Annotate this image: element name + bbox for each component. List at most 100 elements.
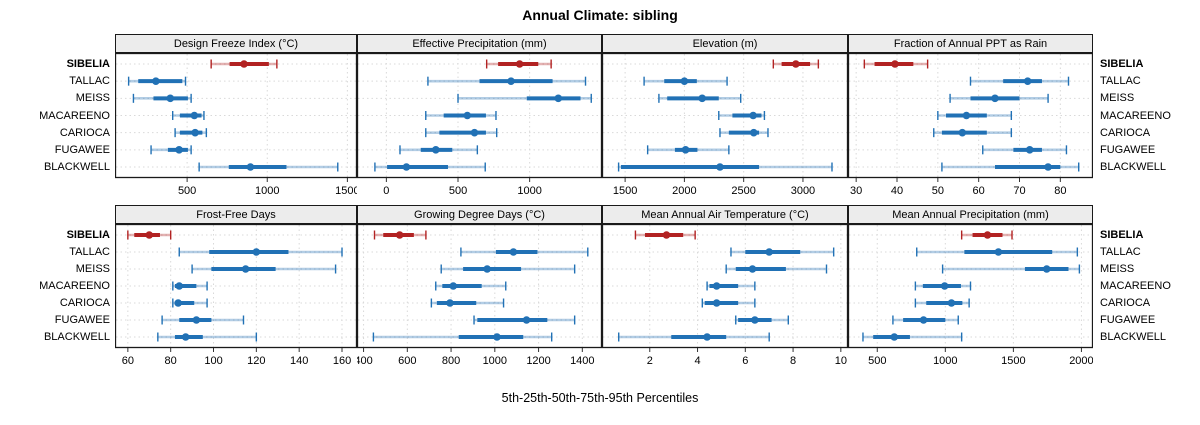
median-dot	[703, 333, 711, 341]
axis-tick-label: 500	[449, 185, 467, 197]
median-dot	[698, 94, 706, 103]
median-dot	[680, 77, 689, 85]
median-dot	[446, 299, 454, 307]
axis-tick-label: 2000	[672, 185, 696, 197]
site-label-blackwell: BLACKWELL	[1100, 161, 1167, 173]
axis-tick-label: 1200	[526, 355, 550, 367]
axis-tick-label: 70	[1013, 185, 1025, 197]
site-label-macareeno: MACAREENO	[39, 109, 110, 122]
panel-border	[115, 53, 357, 179]
axis-tick-label: 600	[398, 355, 416, 367]
panel-frost-free-days: Frost-Free Days 60 80 100 120 140 160	[115, 205, 357, 367]
axis-tick-label: 60	[122, 355, 134, 367]
panel-strip: Growing Degree Days (°C)	[357, 205, 602, 224]
panel-svg: 400 600 800 1000 1200 1400	[357, 224, 602, 367]
panel-strip: Mean Annual Precipitation (mm)	[848, 205, 1093, 224]
panel-strip: Effective Precipitation (mm)	[357, 34, 602, 53]
axis-tick-label: 100	[204, 355, 222, 367]
median-dot	[395, 231, 404, 239]
axis-tick-label: 1000	[483, 355, 507, 367]
panel-effective-precipitation: Effective Precipitation (mm) 0 500 1000	[357, 34, 602, 197]
median-dot	[175, 282, 184, 290]
median-dot	[449, 282, 458, 290]
panel-border	[357, 53, 602, 179]
median-dot	[919, 316, 928, 324]
panel-border	[357, 224, 602, 349]
panel-svg: 30 40 50 60 70 80	[848, 53, 1093, 197]
median-dot	[175, 146, 183, 154]
median-dot	[145, 231, 154, 239]
panel-plot-area: 0 500 1000	[357, 53, 602, 197]
axis-tick-label: 2500	[731, 185, 755, 197]
median-dot	[681, 146, 690, 154]
panel-mean-annual-air-temperature: Mean Annual Air Temperature (°C) 2 4 6 8 10	[602, 205, 848, 367]
median-dot	[662, 231, 671, 239]
median-dot	[470, 128, 479, 137]
median-dot	[792, 60, 800, 68]
axis-tick-label: 140	[290, 355, 308, 367]
median-dot	[983, 231, 992, 239]
median-dot	[509, 248, 518, 256]
panel-plot-area: 2 4 6 8 10	[602, 224, 848, 367]
panel-strip: Fraction of Annual PPT as Rain	[848, 34, 1093, 53]
panel-strip: Frost-Free Days	[115, 205, 357, 224]
axis-tick-label: 500	[178, 185, 196, 197]
median-dot	[181, 333, 190, 341]
site-label-sibelia: SIBELIA	[1100, 229, 1144, 241]
median-dot	[166, 94, 175, 103]
axis-tick-label: 8	[790, 355, 796, 367]
median-dot	[1025, 146, 1034, 154]
site-label-meiss: MEISS	[1100, 263, 1135, 275]
panel-plot-area: 60 80 100 120 140 160	[115, 224, 357, 367]
axis-tick-label: 160	[333, 355, 351, 367]
axis-tick-label: 400	[357, 355, 373, 367]
axis-tick-label: 1500	[335, 185, 357, 197]
median-dot	[891, 60, 899, 68]
site-label-blackwell: BLACKWELL	[43, 331, 110, 343]
median-dot	[190, 111, 199, 120]
panel-mean-annual-precipitation: Mean Annual Precipitation (mm) 500 1000 15…	[848, 205, 1093, 367]
median-dot	[1042, 265, 1051, 273]
panel-plot-area: 500 1000 1500 2000	[848, 224, 1093, 367]
chart-title: Annual Climate: sibling	[522, 7, 678, 23]
site-label-macareeno: MACAREENO	[1100, 109, 1171, 122]
site-label-fugawee: FUGAWEE	[1100, 143, 1156, 156]
panel-border	[602, 53, 848, 179]
panel-design-freeze-index: Design Freeze Index (°C) 500 1000 1500	[115, 34, 357, 197]
median-dot	[240, 60, 248, 68]
site-labels-left-row2: SIBELIA TALLAC MEISS MACAREENO CARIOCA FUGAWE…	[5, 224, 110, 348]
median-dot	[252, 248, 261, 256]
median-dot	[432, 146, 440, 154]
axis-tick-label: 50	[932, 185, 944, 197]
axis-tick-label: 60	[973, 185, 985, 197]
axis-tick-label: 40	[891, 185, 903, 197]
site-label-tallac: TALLAC	[1100, 75, 1141, 88]
axis-tick-label: 80	[1054, 185, 1066, 197]
site-label-carioca: CARIOCA	[59, 297, 110, 309]
median-dot	[1023, 77, 1032, 85]
median-dot	[463, 111, 472, 120]
median-dot	[940, 282, 949, 290]
site-label-macareeno: MACAREENO	[1100, 280, 1171, 292]
panel-plot-area: 400 600 800 1000 1200 1400	[357, 224, 602, 367]
axis-tick-label: 80	[165, 355, 177, 367]
axis-tick-label: 10	[835, 355, 847, 367]
median-dot	[991, 94, 999, 103]
axis-tick-label: 3000	[791, 185, 815, 197]
median-dot	[716, 163, 724, 171]
site-label-carioca: CARIOCA	[1100, 126, 1151, 139]
axis-tick-label: 1400	[570, 355, 594, 367]
site-label-sibelia: SIBELIA	[66, 229, 110, 241]
panel-strip: Design Freeze Index (°C)	[115, 34, 357, 53]
site-label-fugawee: FUGAWEE	[54, 314, 110, 326]
panel-plot-area: 1500 2000 2500 3000	[602, 53, 848, 197]
panel-svg: 2 4 6 8 10	[602, 224, 848, 367]
median-dot	[522, 316, 531, 324]
panel-strip: Mean Annual Air Temperature (°C)	[602, 205, 848, 224]
site-label-fugawee: FUGAWEE	[1100, 314, 1156, 326]
panel-fraction-ppt-rain: Fraction of Annual PPT as Rain 30 40 50 60 7…	[848, 34, 1093, 197]
median-dot	[749, 128, 758, 137]
site-label-meiss: MEISS	[75, 263, 110, 275]
median-dot	[1044, 163, 1052, 171]
median-dot	[515, 60, 524, 68]
